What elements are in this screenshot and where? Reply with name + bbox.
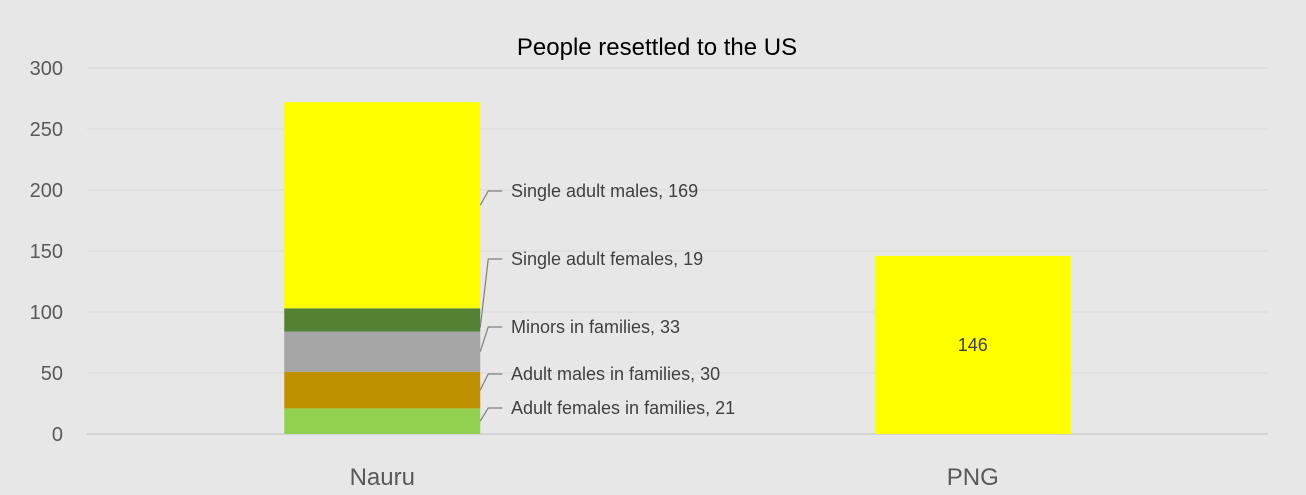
bar-segment bbox=[284, 102, 481, 309]
y-tick-label: 150 bbox=[30, 241, 63, 263]
leader-line bbox=[479, 258, 503, 328]
chart-title: People resettled to the US bbox=[517, 34, 797, 61]
y-tick-label: 250 bbox=[30, 119, 63, 141]
y-tick-label: 0 bbox=[52, 424, 63, 446]
leader-line bbox=[479, 373, 503, 391]
bar-segment bbox=[284, 371, 481, 409]
bar-segment bbox=[284, 408, 481, 434]
bar-segment bbox=[284, 308, 481, 332]
y-tick-label: 50 bbox=[41, 363, 63, 385]
y-tick-label: 300 bbox=[30, 58, 63, 80]
data-label: Minors in families, 33 bbox=[511, 317, 680, 337]
x-tick-label: PNG bbox=[947, 464, 999, 490]
leader-line bbox=[479, 407, 503, 422]
data-label: Adult males in families, 30 bbox=[511, 364, 720, 384]
data-label: Single adult males, 169 bbox=[511, 181, 698, 201]
leader-line bbox=[479, 326, 503, 352]
y-tick-label: 200 bbox=[30, 180, 63, 202]
y-tick-label: 100 bbox=[30, 302, 63, 324]
bar-segment bbox=[874, 255, 1071, 434]
x-tick-label: Nauru bbox=[350, 464, 415, 490]
data-label: Single adult females, 19 bbox=[511, 249, 703, 269]
bar-segment bbox=[284, 331, 481, 372]
data-label: 146 bbox=[958, 335, 988, 355]
data-label: Adult females in families, 21 bbox=[511, 398, 735, 418]
leader-line bbox=[479, 190, 503, 206]
